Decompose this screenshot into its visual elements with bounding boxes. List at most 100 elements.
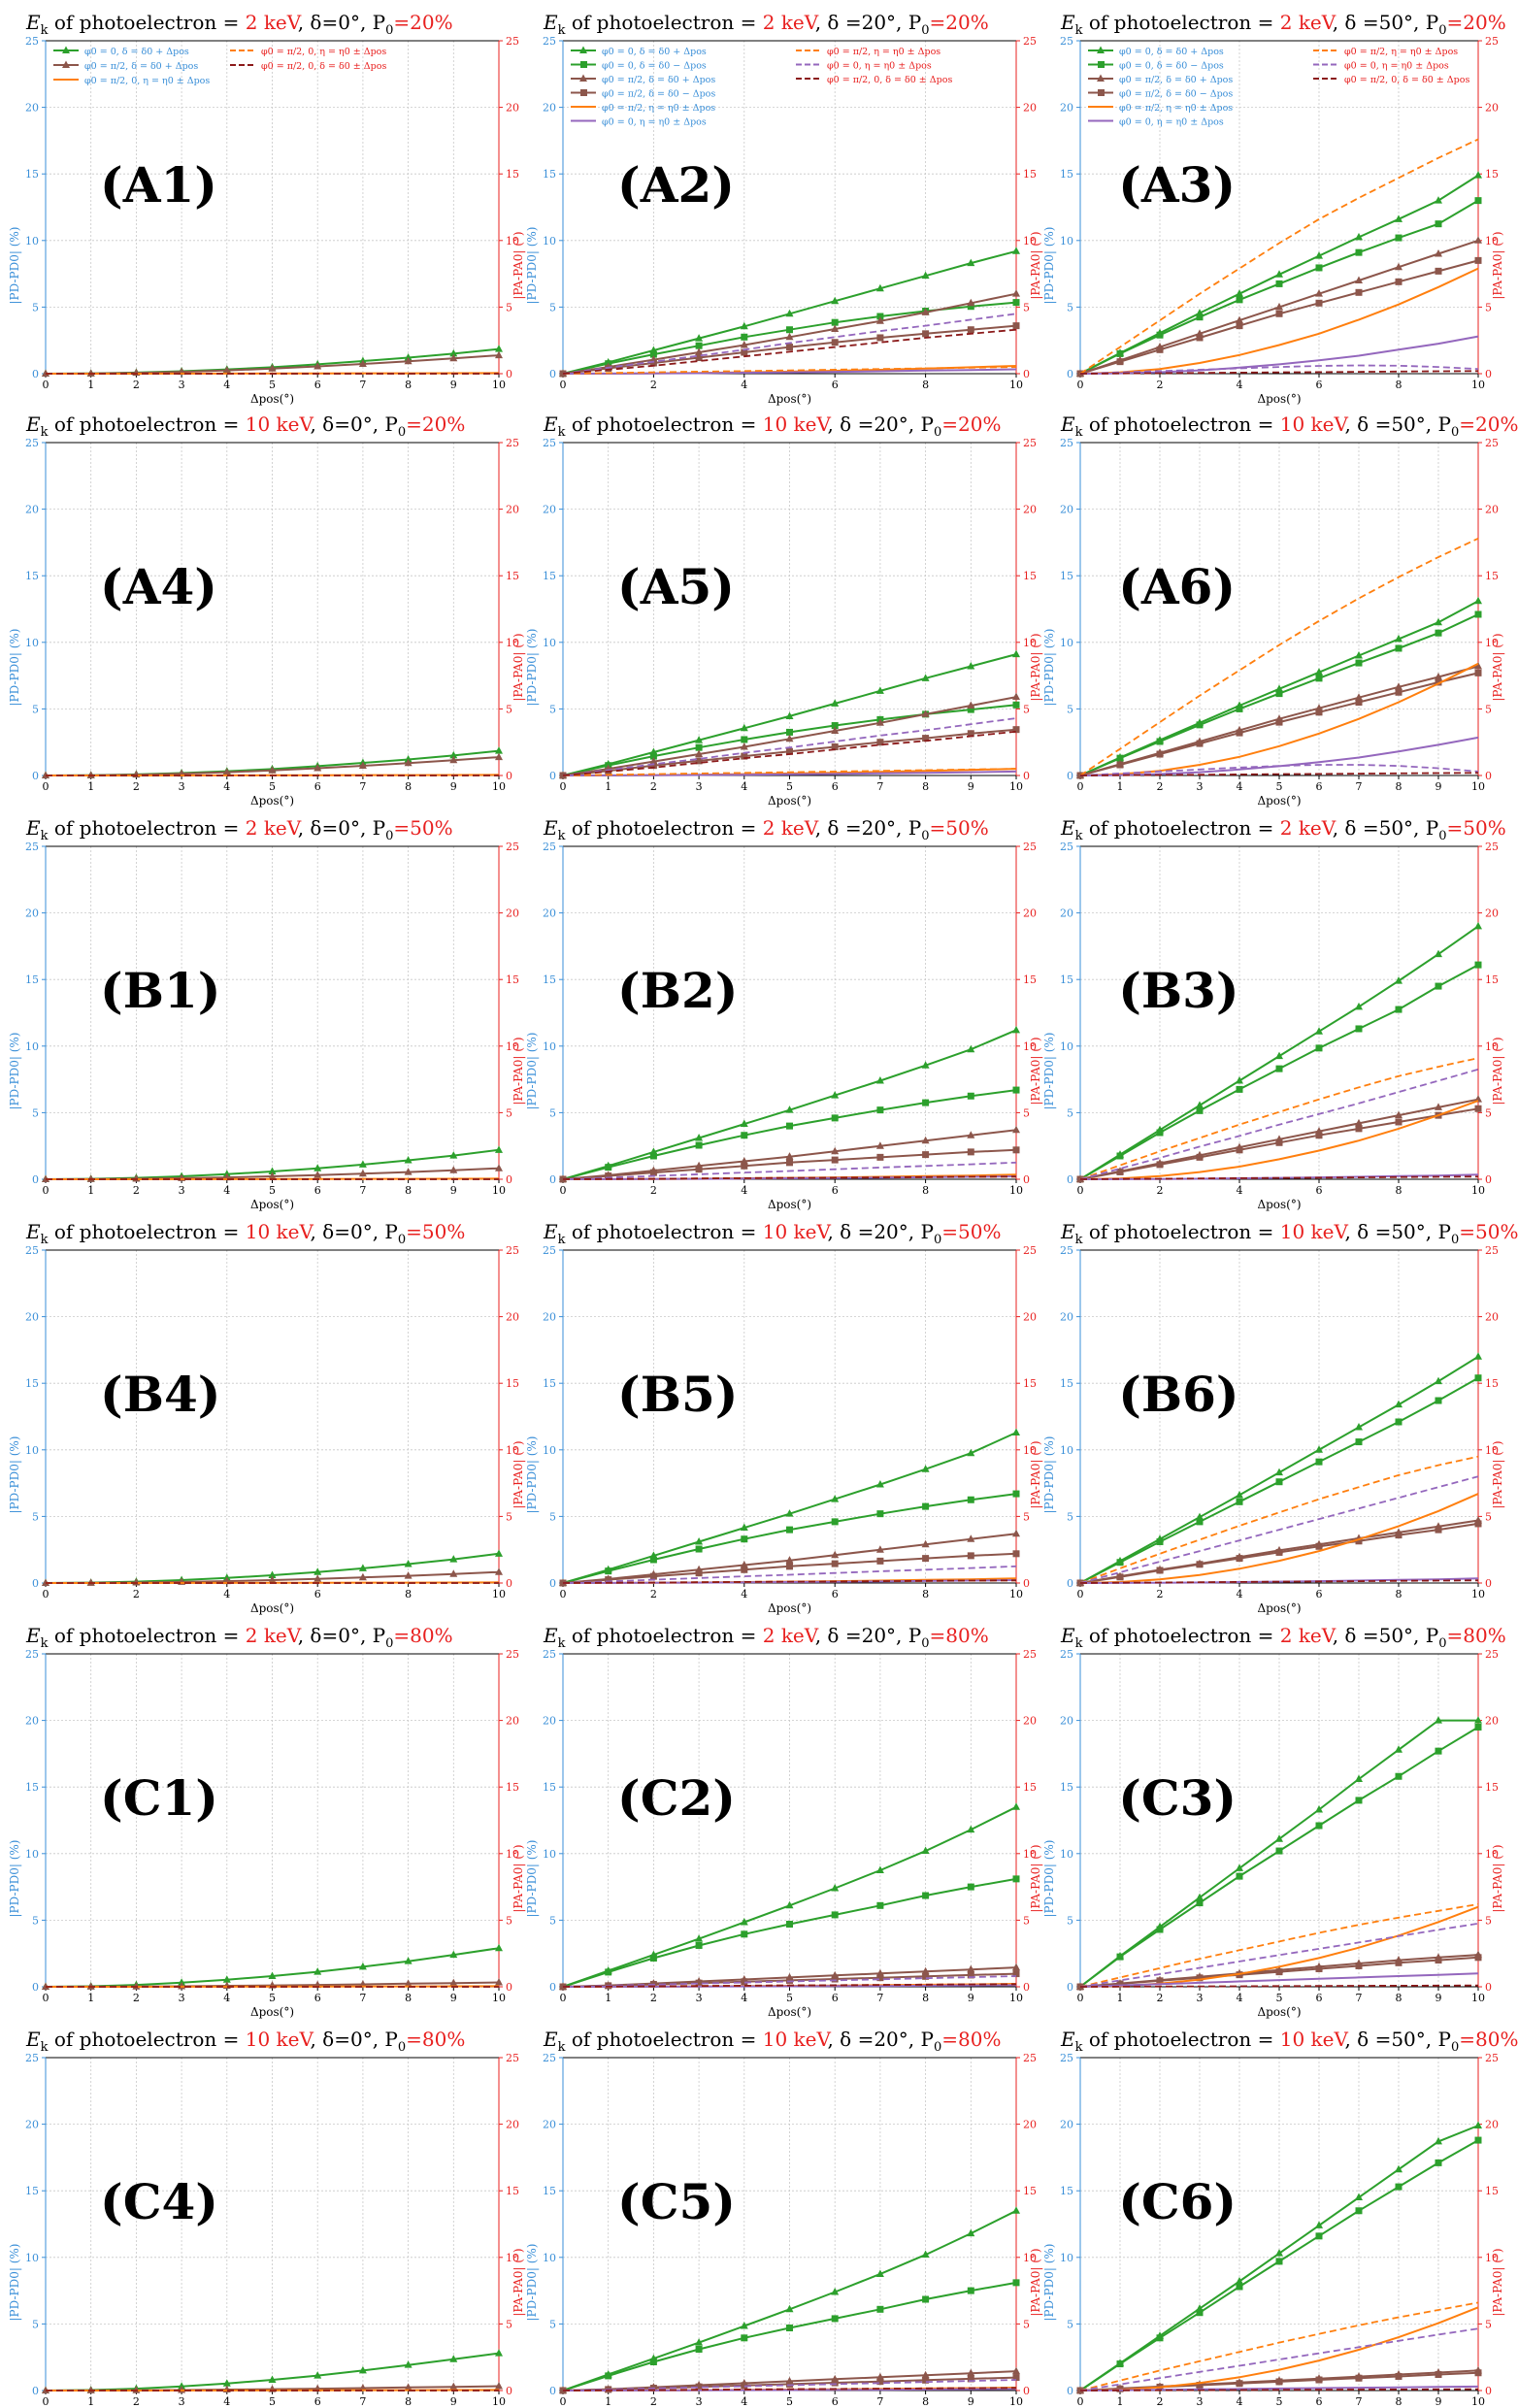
data-point-square	[649, 1572, 657, 1580]
series-line	[562, 2379, 1017, 2392]
y-tick-label-left: 25	[543, 437, 556, 449]
y-tick-label-right: 15	[1485, 2185, 1499, 2197]
series-line	[562, 366, 1017, 375]
series-line	[562, 717, 1017, 776]
y-tick-label-right: 0	[506, 1577, 512, 1590]
data-point-triangle	[1395, 2164, 1402, 2173]
x-tick-label: 10	[492, 379, 506, 391]
x-tick-label: 2	[1157, 1992, 1164, 2004]
y-tick-label-left: 20	[25, 102, 39, 115]
data-point-triangle	[495, 1164, 503, 1171]
y-tick-label-left: 20	[1060, 1311, 1073, 1324]
data-point-triangle	[1435, 1103, 1442, 1110]
x-tick-label: 6	[832, 1184, 839, 1197]
x-tick-label: 1	[87, 2395, 94, 2408]
data-point-square	[1012, 726, 1020, 734]
data-point-triangle	[1474, 661, 1482, 670]
data-point-square	[1315, 1132, 1323, 1139]
data-point-triangle	[222, 1975, 231, 1983]
x-tick-label: 3	[1197, 2395, 1204, 2408]
data-point-triangle	[222, 2379, 231, 2387]
data-point-square	[1236, 1872, 1243, 1880]
y-axis-label-left: |PD-PD0| (%)	[8, 1436, 21, 1514]
data-point-square	[922, 1502, 930, 1510]
data-point-square	[1315, 1458, 1323, 1466]
data-point-square	[786, 2380, 793, 2388]
y-tick-label-left: 25	[1060, 437, 1073, 449]
data-point-triangle	[1395, 976, 1402, 984]
y-axis-label-right: |PA-PA0| (°)	[1029, 1844, 1042, 1912]
x-tick-label: 5	[269, 379, 276, 391]
x-tick-label: 8	[1396, 1184, 1402, 1197]
x-tick-label: 0	[1077, 780, 1084, 793]
panel-label: (C2)	[617, 1769, 736, 1827]
y-tick-label-right: 10	[1023, 1040, 1037, 1053]
series-line	[1079, 1579, 1479, 1584]
data-point-triangle	[1012, 2366, 1020, 2375]
data-point-square	[876, 1974, 884, 1982]
y-axis-label-left: |PD-PD0| (%)	[1042, 629, 1056, 707]
data-point-triangle	[358, 1160, 367, 1168]
x-tick-label: 2	[133, 2395, 140, 2408]
y-tick-label-left: 5	[32, 1106, 39, 1119]
panel-label: (A1)	[100, 156, 217, 214]
data-point-square	[831, 1518, 839, 1526]
series-line	[562, 770, 1017, 776]
data-point-square	[1275, 718, 1283, 726]
y-tick-label-right: 15	[506, 168, 519, 181]
x-tick-label: 2	[650, 1184, 657, 1197]
x-tick-label: 10	[1471, 1184, 1485, 1197]
data-point-triangle	[785, 734, 794, 742]
series-line	[1079, 1175, 1479, 1180]
data-point-square	[1236, 705, 1243, 712]
x-tick-label: 1	[1117, 1992, 1124, 2004]
panel-label: (B3)	[1118, 962, 1238, 1019]
data-point-square	[1315, 1044, 1323, 1052]
data-point-triangle	[740, 1523, 748, 1532]
y-tick-label-left: 10	[543, 1444, 556, 1457]
y-tick-label-right: 5	[1023, 1106, 1030, 1119]
data-point-triangle	[1435, 617, 1442, 626]
y-axis-label-right: |PA-PA0| (°)	[1491, 1037, 1504, 1105]
data-point-square	[1395, 688, 1402, 696]
panel-label: (B5)	[617, 1366, 738, 1423]
data-point-square	[1275, 1847, 1283, 1855]
x-tick-label: 0	[560, 1184, 567, 1197]
data-point-triangle	[1435, 249, 1442, 257]
y-tick-label-right: 5	[506, 1914, 512, 1927]
y-tick-label-left: 15	[1060, 1377, 1073, 1390]
y-tick-label-right: 15	[506, 1781, 519, 1794]
y-axis-label-right: |PA-PA0| (°)	[1491, 2248, 1504, 2316]
y-tick-label-left: 5	[1067, 1510, 1073, 1523]
data-point-square	[649, 1556, 657, 1564]
y-tick-label-left: 20	[25, 504, 39, 516]
y-tick-label-left: 25	[543, 2052, 556, 2064]
x-tick-label: 6	[1316, 780, 1323, 793]
x-tick-label: 10	[1471, 1992, 1485, 2004]
data-point-triangle	[785, 1152, 794, 1160]
data-point-square	[922, 2295, 930, 2303]
x-tick-label: 1	[605, 780, 611, 793]
data-point-triangle	[1012, 1529, 1020, 1537]
data-point-square	[741, 1535, 748, 1543]
data-point-square	[605, 1172, 612, 1180]
data-point-triangle	[785, 1900, 794, 1909]
y-tick-label-right: 15	[1485, 168, 1499, 181]
data-point-triangle	[1275, 270, 1283, 278]
x-tick-label: 8	[922, 379, 929, 391]
y-tick-label-right: 0	[506, 368, 512, 380]
y-axis-label-left: |PD-PD0| (%)	[1042, 1033, 1056, 1110]
data-point-triangle	[967, 298, 975, 307]
data-point-triangle	[967, 1448, 975, 1457]
data-point-triangle	[358, 2365, 367, 2374]
x-tick-label: 6	[314, 1184, 321, 1197]
y-tick-label-right: 15	[1023, 1377, 1037, 1390]
data-point-triangle	[1275, 302, 1283, 311]
data-point-square	[1196, 721, 1204, 729]
data-point-triangle	[831, 1883, 840, 1892]
x-tick-label: 10	[1009, 1992, 1023, 2004]
y-tick-label-right: 0	[506, 1981, 512, 1994]
panel-title: Ek of photoelectron = 2 keV, δ=0°, P0=50…	[25, 816, 453, 843]
data-point-triangle	[1315, 2221, 1323, 2228]
data-point-square	[1116, 761, 1124, 769]
